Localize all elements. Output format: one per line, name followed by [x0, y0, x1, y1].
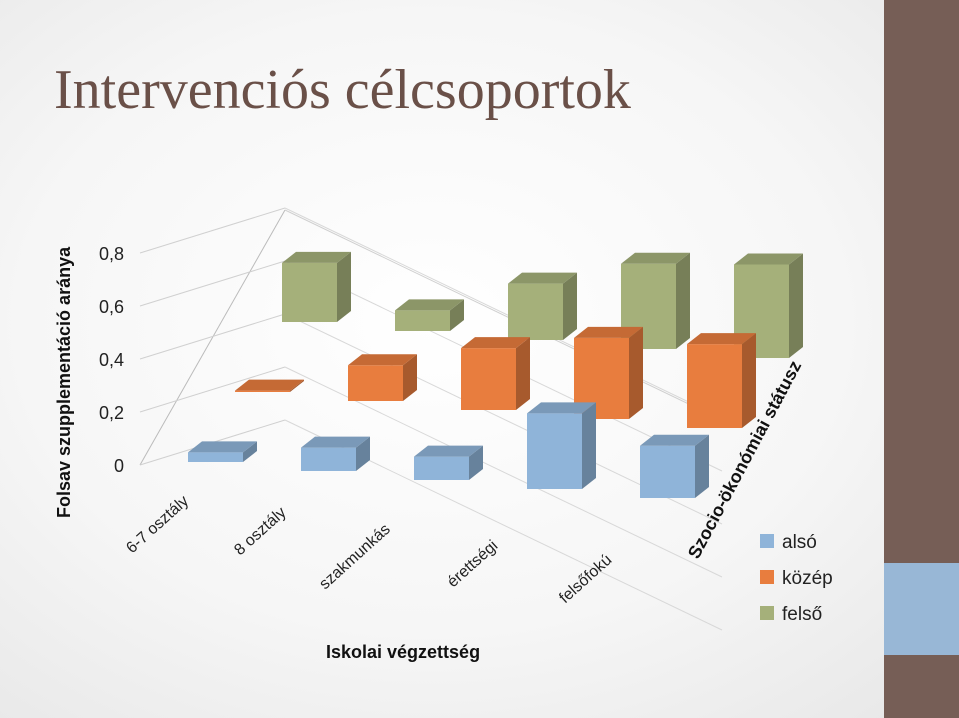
bar-top: [734, 253, 803, 265]
bar-side: [582, 402, 596, 489]
bar-közép-2: [461, 337, 530, 410]
bar-side: [356, 436, 370, 471]
bar-front: [461, 348, 516, 410]
wall-edge-left: [139, 209, 286, 466]
bar-közép-0: [235, 379, 304, 392]
bar-alsó-0: [188, 441, 257, 462]
bar-top: [687, 333, 756, 345]
bar-side: [629, 326, 643, 419]
bar-front: [574, 337, 629, 419]
bar-top: [395, 299, 464, 311]
bar-side: [290, 379, 304, 392]
slide-title: Intervenciós célcsoportok: [54, 59, 631, 121]
bar-side: [337, 251, 351, 322]
x-category-label: 8 osztály: [231, 504, 289, 559]
bar-front: [508, 283, 563, 340]
gridline-side: [139, 207, 286, 254]
decorative-band-bottom: [884, 655, 959, 718]
bar-top: [574, 326, 643, 338]
legend-swatch: [760, 570, 774, 584]
bar-top: [282, 251, 351, 263]
bar-side: [695, 434, 709, 498]
bar-top: [235, 379, 304, 391]
chart-legend: alsó közép felső: [760, 532, 833, 625]
bar-alsó-3: [527, 402, 596, 489]
gridline-side: [139, 366, 286, 413]
decorative-band-top: [884, 0, 959, 563]
y-tick-label: 0,4: [99, 350, 124, 370]
gridline-back: [284, 366, 723, 578]
bar-közép-4: [687, 333, 756, 428]
bar-front: [640, 445, 695, 498]
y-tick-label: 0,8: [99, 244, 124, 264]
bar-felső-0: [282, 251, 351, 322]
gridline-side: [139, 313, 286, 360]
bar-front: [414, 456, 469, 480]
bar-közép-3: [574, 326, 643, 419]
bar-side: [516, 337, 530, 410]
decorative-band-accent: [884, 563, 959, 655]
x-axis-title: Iskolai végzettség: [326, 642, 480, 662]
bar-top: [414, 445, 483, 457]
legend-swatch: [760, 606, 774, 620]
x-category-label: felsőfokú: [556, 551, 615, 606]
x-category-label: szakmunkás: [316, 521, 393, 593]
x-category-label: érettségi: [444, 537, 501, 591]
bar-felső-1: [395, 299, 464, 331]
y-tick-label: 0,6: [99, 297, 124, 317]
bar-front: [301, 447, 356, 471]
bar-top: [188, 441, 257, 453]
chart-bars: [188, 251, 803, 498]
y-tick-label: 0: [114, 456, 124, 476]
bar-top: [301, 436, 370, 448]
bar-side: [742, 333, 756, 428]
bar-front: [348, 365, 403, 401]
x-axis-categories: 6-7 osztály 8 osztály szakmunkás érettségi f…: [123, 493, 615, 607]
legend-swatch: [760, 534, 774, 548]
y-axis-title: Folsav szupplementáció aránya: [54, 246, 74, 518]
bar-alsó-4: [640, 434, 709, 498]
gridline-side: [139, 260, 286, 307]
bar-front: [395, 310, 450, 331]
bar-front: [235, 390, 290, 392]
bar-top: [621, 252, 690, 264]
bar-side: [563, 272, 577, 340]
bar-front: [687, 344, 742, 428]
bar-side: [789, 253, 803, 358]
legend-label: közép: [782, 568, 833, 589]
bar-alsó-2: [414, 445, 483, 480]
bar-side: [469, 445, 483, 480]
bar-front: [527, 413, 582, 489]
bar-felső-3: [621, 252, 690, 349]
bar-alsó-1: [301, 436, 370, 471]
y-axis-ticks: 0 0,2 0,4 0,6 0,8: [99, 244, 124, 476]
bar-side: [676, 252, 690, 349]
bar-top: [508, 272, 577, 284]
bar-top: [461, 337, 530, 349]
legend-label: alsó: [782, 532, 817, 553]
x-category-label: 6-7 osztály: [123, 493, 192, 557]
gridline-back: [284, 207, 723, 419]
y-tick-label: 0,2: [99, 403, 124, 423]
wall-edge-back: [284, 209, 723, 421]
bar-front: [282, 262, 337, 322]
bar-közép-1: [348, 354, 417, 401]
chart-3d-column: 0 0,2 0,4 0,6 0,8 6-7 osztály 8 osztály szakmu…: [54, 207, 833, 662]
bar-front: [188, 452, 243, 462]
bar-top: [640, 434, 709, 446]
bar-side: [403, 354, 417, 401]
bar-side: [243, 441, 257, 462]
legend-label: felső: [782, 604, 822, 625]
bar-top: [348, 354, 417, 366]
bar-side: [450, 299, 464, 331]
bar-top: [527, 402, 596, 414]
bar-felső-2: [508, 272, 577, 340]
